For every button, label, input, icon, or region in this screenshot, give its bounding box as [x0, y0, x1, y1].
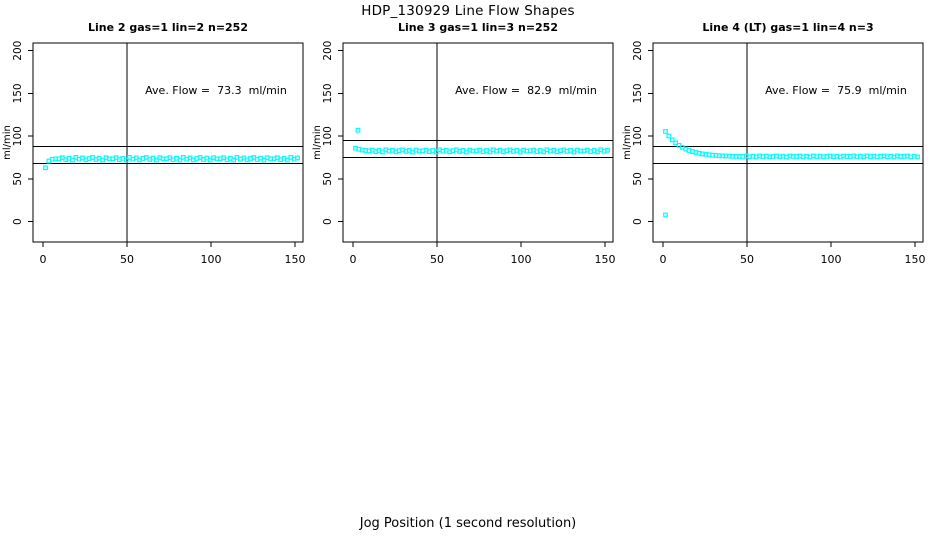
subplot-1-title: Line 2 gas=1 lin=2 n=252: [87, 21, 248, 34]
data-point: [100, 157, 106, 163]
data-point: [915, 154, 920, 160]
subplot-2-ave-flow-annotation: Ave. Flow = 82.9 ml/min: [455, 84, 597, 97]
plot-box: [32, 42, 304, 243]
y-tick-label: 0: [322, 218, 334, 225]
data-point: [666, 133, 672, 139]
main-title: HDP_130929 Line Flow Shapes: [361, 3, 575, 19]
subplot-1-ave-flow-annotation: Ave. Flow = 73.3 ml/min: [145, 84, 287, 97]
subplot-3-canvas: 0 50 100 150 0 50 100 150 200 ml/min: [622, 41, 926, 266]
data-point: [355, 127, 361, 133]
y-axis-label: ml/min: [2, 125, 13, 160]
y-tick-label: 50: [632, 172, 644, 185]
x-tick-label: 100: [511, 253, 532, 266]
x-tick-label: 0: [40, 253, 47, 266]
data-point: [295, 155, 300, 161]
x-tick-label: 0: [350, 253, 357, 266]
y-tick-label: 0: [632, 218, 644, 225]
y-tick-label: 150: [322, 83, 334, 103]
y-axis-label: ml/min: [622, 125, 633, 160]
data-point: [177, 157, 183, 163]
data-point: [231, 157, 237, 163]
subplot-3-title: Line 4 (LT) gas=1 lin=4 n=3: [702, 21, 874, 34]
x-tick-label: 150: [285, 253, 306, 266]
y-tick-label: 200: [12, 41, 24, 61]
y-tick-label: 100: [322, 126, 334, 146]
shared-x-axis-label: Jog Position (1 second resolution): [359, 516, 577, 531]
x-tick-label: 100: [821, 253, 842, 266]
y-tick-label: 150: [632, 83, 644, 103]
y-tick-label: 150: [12, 83, 24, 103]
y-tick-label: 200: [632, 41, 644, 61]
subplot-2-canvas: 0 50 100 150 0 50 100 150 200 ml/min: [312, 41, 616, 266]
data-point: [663, 129, 668, 134]
data-point: [669, 137, 675, 143]
data-point: [43, 165, 48, 171]
x-tick-label: 100: [201, 253, 222, 266]
data-point: [207, 157, 213, 163]
data-point: [663, 212, 668, 218]
x-tick-label: 150: [595, 253, 616, 266]
y-tick-label: 0: [12, 218, 24, 225]
x-tick-label: 50: [430, 253, 444, 266]
y-tick-label: 100: [632, 126, 644, 146]
data-point: [285, 157, 290, 163]
y-axis-label: ml/min: [312, 125, 323, 160]
x-tick-label: 150: [905, 253, 926, 266]
x-tick-label: 50: [120, 253, 134, 266]
data-point: [605, 147, 610, 153]
y-tick-label: 50: [12, 172, 24, 185]
plot-box: [342, 42, 614, 243]
x-tick-label: 0: [660, 253, 667, 266]
subplot-3-ave-flow-annotation: Ave. Flow = 75.9 ml/min: [765, 84, 907, 97]
x-tick-label: 50: [740, 253, 754, 266]
y-tick-label: 100: [12, 126, 24, 146]
plot-box: [652, 42, 924, 243]
data-point: [69, 157, 75, 163]
data-point: [123, 157, 129, 163]
data-point: [261, 157, 267, 163]
subplot-1-canvas: 0 50 100 150 0 50 100 150 200 ml/min: [2, 41, 306, 266]
y-tick-label: 50: [322, 172, 334, 185]
data-point: [673, 140, 678, 146]
y-tick-label: 200: [322, 41, 334, 61]
subplot-2-title: Line 3 gas=1 lin=3 n=252: [397, 21, 558, 34]
data-point: [154, 157, 159, 163]
